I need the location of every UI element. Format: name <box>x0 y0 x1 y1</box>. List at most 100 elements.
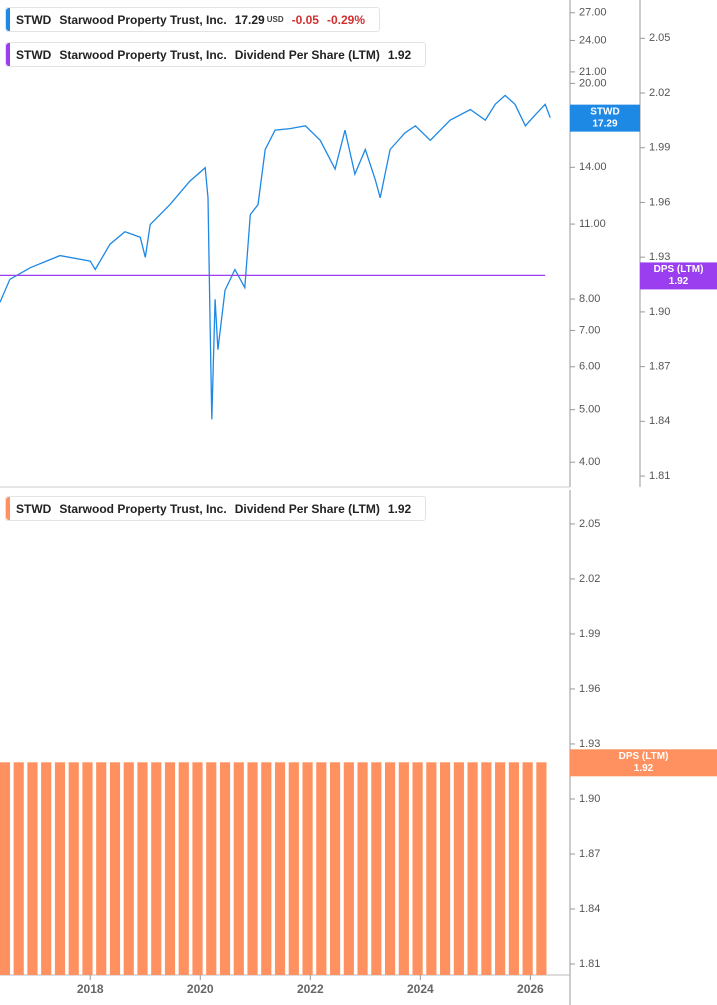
y-tick-label: 1.81 <box>579 958 600 970</box>
bar <box>206 762 217 975</box>
legend-strip <box>6 43 10 66</box>
bar <box>412 762 423 975</box>
end-label-value: 17.29 <box>592 118 617 129</box>
bar <box>398 762 409 975</box>
y-tick-label: 5.00 <box>579 404 600 416</box>
metric: Dividend Per Share (LTM) <box>234 47 380 62</box>
legend-strip <box>6 497 10 520</box>
x-tick-label: 2020 <box>187 982 214 996</box>
bar <box>274 762 286 975</box>
end-label-name: STWD <box>590 106 619 117</box>
bar <box>0 762 11 975</box>
bar <box>426 762 437 975</box>
bar <box>343 762 354 975</box>
bar <box>109 762 121 975</box>
y-tick-label: 20.00 <box>579 77 607 89</box>
series-line <box>0 94 551 420</box>
y-tick-label: 1.87 <box>649 361 670 373</box>
bar <box>440 762 451 975</box>
company-name: Starwood Property Trust, Inc. <box>59 501 227 516</box>
y-tick-label: 1.96 <box>579 683 600 695</box>
bar <box>151 762 162 975</box>
y-tick-label: 1.96 <box>649 196 670 208</box>
price: 17.29 <box>234 12 265 27</box>
ticker: STWD <box>16 47 52 62</box>
bar <box>329 762 341 975</box>
y-tick-label: 1.99 <box>649 142 670 154</box>
y-tick-label: 8.00 <box>579 293 600 305</box>
bar <box>41 762 52 975</box>
bar <box>453 762 464 975</box>
metric-value: 1.92 <box>387 47 412 62</box>
bar <box>178 762 189 975</box>
bar <box>68 762 79 975</box>
y-tick-label: 2.02 <box>649 87 670 99</box>
y-tick-label: 2.05 <box>579 518 600 530</box>
end-label-name: DPS (LTM) <box>654 264 704 275</box>
end-label-box <box>640 262 717 290</box>
bar <box>13 762 24 975</box>
x-tick-label: 2018 <box>77 982 104 996</box>
bar <box>508 762 519 975</box>
bar <box>247 762 258 975</box>
y-tick-label: 14.00 <box>579 161 607 173</box>
y-tick-label: 7.00 <box>579 324 600 336</box>
y-tick-label: 2.05 <box>649 32 670 44</box>
legend-dps-bottom: STWD Starwood Property Trust, Inc. Divid… <box>5 496 427 521</box>
y-tick-label: 1.90 <box>579 793 600 805</box>
y-tick-label: 1.93 <box>579 738 600 750</box>
bar <box>536 762 547 975</box>
change-pct: -0.29% <box>326 12 366 27</box>
legend-dps-top: STWD Starwood Property Trust, Inc. Divid… <box>5 42 427 67</box>
bar <box>219 762 231 975</box>
bar <box>96 762 107 975</box>
y-tick-label: 11.00 <box>579 218 606 230</box>
end-label-name: DPS (LTM) <box>619 751 669 762</box>
y-tick-label: 1.84 <box>649 415 670 427</box>
bar <box>261 762 272 975</box>
bar <box>481 762 492 975</box>
end-label-box <box>570 104 640 132</box>
bar <box>164 762 176 975</box>
bar <box>123 762 134 975</box>
bar <box>467 762 478 975</box>
bar <box>54 762 66 975</box>
y-tick-label: 27.00 <box>579 7 607 19</box>
legend-strip <box>6 8 10 31</box>
metric-value: 1.92 <box>387 501 412 516</box>
end-label-value: 1.92 <box>669 276 689 287</box>
ticker: STWD <box>16 12 52 27</box>
bar <box>192 762 203 975</box>
y-tick-label: 1.90 <box>649 306 670 318</box>
bar <box>27 762 38 975</box>
company-name: Starwood Property Trust, Inc. <box>59 47 227 62</box>
bar <box>137 762 148 975</box>
ticker: STWD <box>16 501 52 516</box>
x-tick-label: 2024 <box>407 982 434 996</box>
x-tick-label: 2026 <box>517 982 544 996</box>
bar <box>316 762 327 975</box>
y-tick-label: 4.00 <box>579 456 600 468</box>
bar <box>522 762 533 975</box>
y-tick-label: 21.00 <box>579 66 607 78</box>
end-label-box <box>570 749 717 777</box>
bar <box>233 762 244 975</box>
bar <box>357 762 368 975</box>
y-tick-label: 2.02 <box>579 573 600 585</box>
y-tick-label: 6.00 <box>579 361 600 373</box>
end-label-value: 1.92 <box>634 763 654 774</box>
y-tick-label: 1.99 <box>579 628 600 640</box>
y-tick-label: 1.84 <box>579 903 600 915</box>
bar <box>371 762 382 975</box>
y-tick-label: 24.00 <box>579 34 607 46</box>
company-name: Starwood Property Trust, Inc. <box>59 12 227 27</box>
x-tick-label: 2022 <box>297 982 324 996</box>
y-tick-label: 1.93 <box>649 251 670 263</box>
bar <box>288 762 299 975</box>
metric: Dividend Per Share (LTM) <box>234 501 380 516</box>
bar <box>384 762 396 975</box>
bar <box>302 762 313 975</box>
bar <box>495 762 506 975</box>
